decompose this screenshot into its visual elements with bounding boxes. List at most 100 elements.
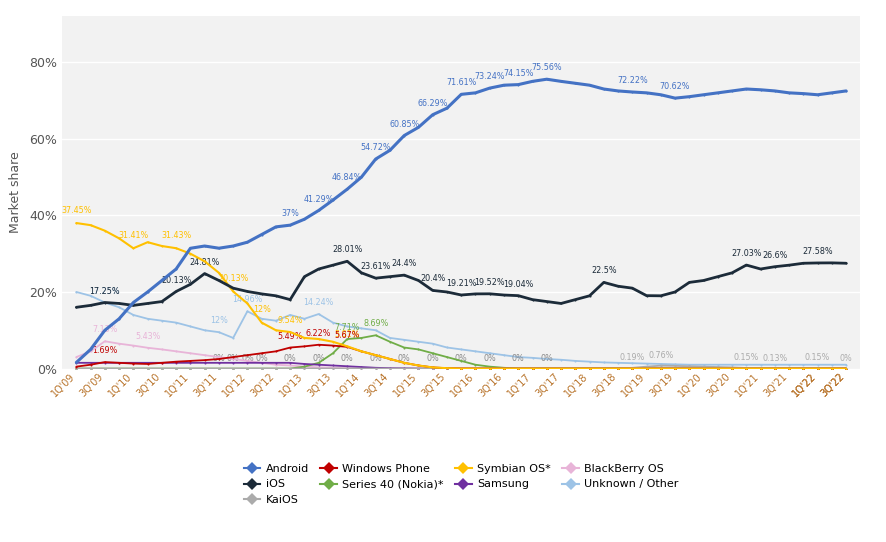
Android [826, 89, 836, 96]
Symbian OS* [71, 220, 82, 227]
Text: 1.69%: 1.69% [92, 346, 118, 355]
Samsung [826, 365, 836, 372]
Series 40 (Nokia)* [256, 365, 267, 372]
Text: 19.21%: 19.21% [446, 279, 476, 288]
Text: 22.5%: 22.5% [590, 267, 616, 275]
Text: 41.29%: 41.29% [303, 195, 333, 203]
Text: 7.13%: 7.13% [92, 325, 118, 334]
Text: 20.13%: 20.13% [160, 275, 191, 285]
Text: 19.52%: 19.52% [474, 278, 504, 287]
Text: 46.84%: 46.84% [331, 173, 361, 182]
Line: Windows Phone: Windows Phone [75, 344, 846, 370]
Text: 74.15%: 74.15% [502, 69, 532, 78]
Text: 0%: 0% [213, 354, 225, 363]
Samsung [256, 359, 267, 366]
Text: 0%: 0% [455, 354, 467, 363]
Samsung [71, 359, 82, 366]
Text: 0%: 0% [426, 354, 439, 363]
Unknown / Other [214, 329, 224, 335]
Text: 0.76%: 0.76% [648, 351, 672, 360]
Symbian OS* [826, 365, 836, 372]
iOS [370, 275, 381, 281]
Text: 26.6%: 26.6% [761, 251, 787, 260]
Text: 0%: 0% [340, 354, 354, 363]
Text: 0.13%: 0.13% [761, 353, 787, 363]
Unknown / Other [71, 289, 82, 295]
Unknown / Other [826, 362, 836, 368]
Text: 0%: 0% [839, 354, 851, 363]
Samsung [355, 364, 367, 370]
Text: 8.69%: 8.69% [362, 319, 388, 328]
BlackBerry OS [385, 365, 395, 372]
Windows Phone [71, 363, 82, 370]
BlackBerry OS [840, 365, 851, 372]
BlackBerry OS [71, 354, 82, 360]
BlackBerry OS [826, 365, 836, 372]
Android [256, 231, 267, 238]
Samsung [840, 365, 851, 372]
Text: 28.01%: 28.01% [331, 246, 362, 254]
KaiOS [840, 365, 851, 372]
Text: 14.96%: 14.96% [232, 295, 262, 304]
iOS [256, 291, 267, 297]
Line: Unknown / Other: Unknown / Other [75, 291, 846, 366]
Text: 0%: 0% [284, 354, 296, 363]
Unknown / Other [840, 362, 851, 368]
Android [214, 245, 224, 251]
Text: 17.25%: 17.25% [89, 287, 120, 295]
Text: 71.61%: 71.61% [446, 79, 476, 87]
Text: 0%: 0% [312, 354, 324, 363]
Text: 7.71%: 7.71% [334, 323, 360, 332]
Text: 23.61%: 23.61% [360, 262, 391, 271]
Series 40 (Nokia)* [71, 365, 82, 372]
Android [355, 174, 367, 180]
Text: 0%: 0% [255, 354, 268, 363]
KaiOS [71, 365, 82, 372]
Text: 6.22%: 6.22% [306, 329, 331, 338]
Windows Phone [157, 359, 167, 366]
Text: 0%: 0% [241, 354, 253, 363]
Text: 14.24%: 14.24% [303, 298, 333, 307]
Windows Phone [370, 352, 381, 358]
Unknown / Other [157, 318, 167, 324]
Text: 72.22%: 72.22% [617, 76, 647, 85]
Line: Samsung: Samsung [75, 362, 846, 370]
Line: KaiOS: KaiOS [75, 365, 846, 370]
Series 40 (Nokia)* [769, 365, 780, 372]
Symbian OS* [355, 348, 367, 354]
Text: 31.43%: 31.43% [161, 231, 191, 240]
iOS [341, 258, 352, 264]
Text: 66.29%: 66.29% [417, 99, 447, 108]
Text: 5.43%: 5.43% [135, 332, 160, 341]
Text: 60.85%: 60.85% [389, 120, 419, 128]
KaiOS [355, 365, 367, 372]
Windows Phone [783, 365, 794, 372]
Text: 5.49%: 5.49% [277, 332, 303, 340]
Windows Phone [455, 365, 466, 372]
Line: BlackBerry OS: BlackBerry OS [75, 340, 846, 370]
Windows Phone [840, 365, 851, 372]
Text: 73.24%: 73.24% [474, 72, 504, 81]
Text: 37%: 37% [281, 209, 299, 218]
Android [540, 76, 551, 82]
Windows Phone [313, 341, 323, 348]
Symbian OS* [214, 269, 224, 276]
Text: 24.4%: 24.4% [391, 259, 416, 268]
Windows Phone [256, 350, 267, 357]
Series 40 (Nokia)* [370, 332, 381, 339]
KaiOS [256, 365, 267, 372]
Unknown / Other [683, 362, 694, 368]
Text: 0%: 0% [369, 354, 382, 363]
Symbian OS* [455, 365, 466, 372]
Windows Phone [826, 365, 836, 372]
Line: iOS: iOS [75, 260, 846, 308]
Android [769, 88, 780, 94]
Text: 54.72%: 54.72% [360, 143, 391, 152]
Text: 20.13%: 20.13% [218, 274, 248, 283]
Text: 12%: 12% [253, 305, 270, 314]
Text: 0%: 0% [483, 354, 495, 363]
iOS [840, 260, 851, 267]
Text: 37.45%: 37.45% [61, 206, 91, 215]
Symbian OS* [256, 319, 267, 326]
Text: 27.58%: 27.58% [802, 247, 832, 256]
